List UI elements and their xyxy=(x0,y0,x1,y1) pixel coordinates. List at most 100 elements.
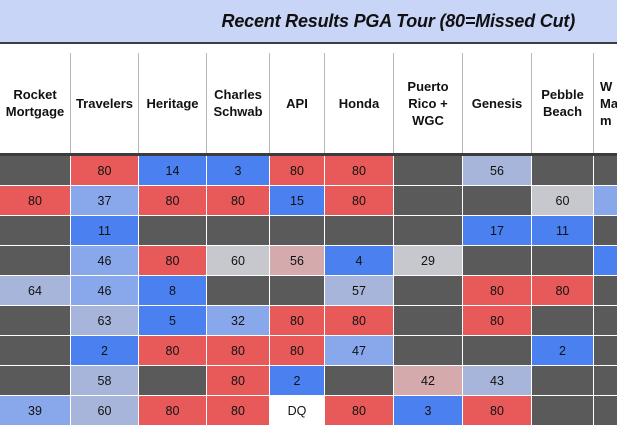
result-cell[interactable]: 80 xyxy=(139,186,207,216)
result-cell[interactable] xyxy=(394,306,463,336)
result-cell[interactable]: 4 xyxy=(325,246,394,276)
result-cell[interactable] xyxy=(463,246,532,276)
column-header[interactable]: Rocket Mortgage xyxy=(0,53,71,153)
result-cell[interactable]: 3 xyxy=(207,156,270,186)
result-cell[interactable]: 80 xyxy=(207,366,270,396)
result-cell[interactable] xyxy=(594,246,617,276)
result-cell[interactable]: 80 xyxy=(207,186,270,216)
result-cell[interactable]: 80 xyxy=(532,276,594,306)
result-cell[interactable]: 14 xyxy=(139,156,207,186)
result-cell[interactable]: 80 xyxy=(463,306,532,336)
column-header[interactable]: Puerto Rico + WGC xyxy=(394,53,463,153)
result-cell[interactable] xyxy=(139,216,207,246)
result-cell[interactable] xyxy=(594,186,617,216)
result-cell[interactable]: DQ xyxy=(270,396,325,425)
result-cell[interactable]: 57 xyxy=(325,276,394,306)
result-cell[interactable] xyxy=(325,366,394,396)
result-cell[interactable] xyxy=(0,216,71,246)
result-cell[interactable]: 80 xyxy=(463,396,532,425)
result-cell[interactable] xyxy=(0,366,71,396)
result-cell[interactable] xyxy=(0,306,71,336)
result-cell[interactable]: 80 xyxy=(325,396,394,425)
result-cell[interactable] xyxy=(270,276,325,306)
result-cell[interactable]: 80 xyxy=(270,306,325,336)
result-cell[interactable]: 42 xyxy=(394,366,463,396)
result-cell[interactable]: 29 xyxy=(394,246,463,276)
result-cell[interactable] xyxy=(594,306,617,336)
column-header[interactable]: Charles Schwab xyxy=(207,53,270,153)
result-cell[interactable]: 80 xyxy=(270,156,325,186)
result-cell[interactable]: 47 xyxy=(325,336,394,366)
result-cell[interactable]: 80 xyxy=(139,246,207,276)
result-cell[interactable]: 63 xyxy=(71,306,139,336)
result-cell[interactable] xyxy=(594,156,617,186)
result-cell[interactable] xyxy=(394,156,463,186)
result-cell[interactable] xyxy=(532,246,594,276)
result-cell[interactable] xyxy=(594,396,617,425)
column-header[interactable]: Honda xyxy=(325,53,394,153)
result-cell[interactable]: 58 xyxy=(71,366,139,396)
result-cell[interactable]: 80 xyxy=(325,186,394,216)
result-cell[interactable] xyxy=(594,216,617,246)
result-cell[interactable]: 60 xyxy=(207,246,270,276)
result-cell[interactable] xyxy=(594,366,617,396)
result-cell[interactable] xyxy=(394,336,463,366)
result-cell[interactable] xyxy=(394,276,463,306)
result-cell[interactable]: 80 xyxy=(325,306,394,336)
result-cell[interactable]: 60 xyxy=(71,396,139,425)
result-cell[interactable]: 32 xyxy=(207,306,270,336)
result-cell[interactable]: 39 xyxy=(0,396,71,425)
result-cell[interactable] xyxy=(394,216,463,246)
result-cell[interactable]: 80 xyxy=(207,396,270,425)
result-cell[interactable]: 8 xyxy=(139,276,207,306)
result-cell[interactable]: 80 xyxy=(139,336,207,366)
result-cell[interactable]: 56 xyxy=(270,246,325,276)
column-header[interactable]: API xyxy=(270,53,325,153)
result-cell[interactable] xyxy=(532,306,594,336)
result-cell[interactable]: 56 xyxy=(463,156,532,186)
result-cell[interactable] xyxy=(0,156,71,186)
result-cell[interactable]: 64 xyxy=(0,276,71,306)
result-cell[interactable] xyxy=(594,336,617,366)
column-header[interactable]: Pebble Beach xyxy=(532,53,594,153)
result-cell[interactable] xyxy=(207,276,270,306)
result-cell[interactable]: 80 xyxy=(71,156,139,186)
result-cell[interactable]: 11 xyxy=(71,216,139,246)
result-cell[interactable]: 46 xyxy=(71,246,139,276)
result-cell[interactable] xyxy=(532,156,594,186)
result-cell[interactable]: 2 xyxy=(532,336,594,366)
result-cell[interactable]: 80 xyxy=(139,396,207,425)
column-header[interactable]: Travelers xyxy=(71,53,139,153)
result-cell[interactable]: 80 xyxy=(325,156,394,186)
result-cell[interactable] xyxy=(325,216,394,246)
result-cell[interactable]: 37 xyxy=(71,186,139,216)
column-header[interactable]: Genesis xyxy=(463,53,532,153)
result-cell[interactable]: 2 xyxy=(270,366,325,396)
result-cell[interactable]: 80 xyxy=(270,336,325,366)
result-cell[interactable]: 11 xyxy=(532,216,594,246)
result-cell[interactable]: 60 xyxy=(532,186,594,216)
result-cell[interactable] xyxy=(0,246,71,276)
result-cell[interactable]: 80 xyxy=(0,186,71,216)
result-cell[interactable]: 46 xyxy=(71,276,139,306)
result-cell[interactable]: 43 xyxy=(463,366,532,396)
result-cell[interactable] xyxy=(463,336,532,366)
result-cell[interactable] xyxy=(270,216,325,246)
result-cell[interactable] xyxy=(139,366,207,396)
result-cell[interactable] xyxy=(532,366,594,396)
result-cell[interactable]: 80 xyxy=(207,336,270,366)
result-cell[interactable]: 3 xyxy=(394,396,463,425)
result-cell[interactable] xyxy=(207,216,270,246)
result-cell[interactable]: 5 xyxy=(139,306,207,336)
result-cell[interactable] xyxy=(532,396,594,425)
column-header[interactable]: Heritage xyxy=(139,53,207,153)
result-cell[interactable] xyxy=(594,276,617,306)
result-cell[interactable]: 2 xyxy=(71,336,139,366)
result-cell[interactable]: 15 xyxy=(270,186,325,216)
result-cell[interactable]: 80 xyxy=(463,276,532,306)
column-header[interactable]: W Ma m xyxy=(594,53,617,153)
result-cell[interactable] xyxy=(394,186,463,216)
result-cell[interactable] xyxy=(463,186,532,216)
result-cell[interactable] xyxy=(0,336,71,366)
result-cell[interactable]: 17 xyxy=(463,216,532,246)
